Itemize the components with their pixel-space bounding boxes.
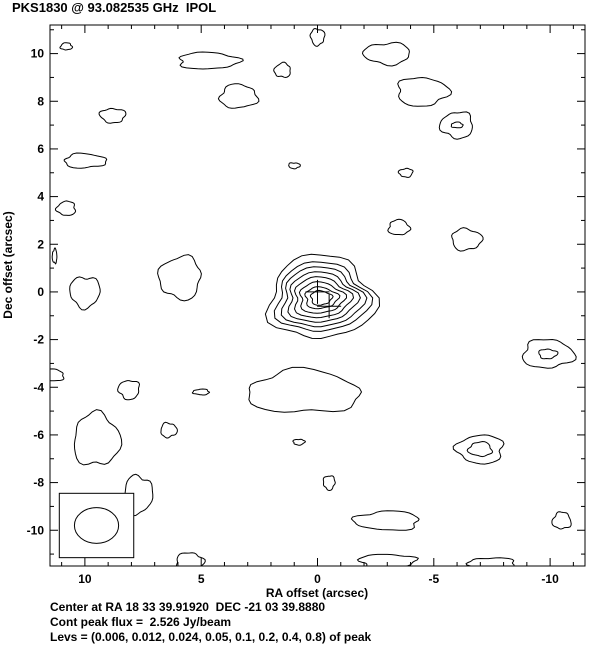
y-tick-label: -2: [33, 333, 44, 347]
noise-contour: [59, 42, 74, 51]
noise-contour: [248, 366, 363, 413]
source-contour: [304, 286, 341, 310]
noise-contour: [69, 276, 101, 311]
beam-inset: [58, 492, 135, 559]
noise-contour: [63, 152, 108, 169]
noise-contour: [157, 254, 202, 302]
noise-contour: [356, 553, 420, 566]
noise-contour: [178, 51, 244, 70]
beam-ellipse: [73, 507, 120, 544]
x-tick-label: 5: [198, 572, 205, 586]
noise-contour: [175, 552, 206, 566]
noise-contour: [51, 247, 58, 265]
x-tick-label: -5: [428, 572, 439, 586]
noise-contour: [54, 200, 77, 216]
noise-contour: [397, 76, 453, 107]
noise-contour: [292, 438, 306, 446]
y-axis-label: Dec offset (arcsec): [1, 211, 15, 318]
noise-contour: [309, 27, 326, 47]
noise-contour: [466, 440, 494, 458]
source-contour: [287, 271, 361, 323]
y-tick-label: 6: [37, 142, 44, 156]
noise-contour: [50, 368, 65, 382]
noise-contour: [160, 421, 178, 439]
contour-levels: Levs = (0.006, 0.012, 0.024, 0.05, 0.1, …: [50, 630, 372, 644]
noise-contour: [387, 218, 412, 236]
noise-contour: [217, 83, 260, 109]
contour-lines: [50, 27, 577, 566]
source-markers: [305, 279, 342, 319]
noise-contour: [452, 434, 505, 465]
noise-contour: [98, 107, 127, 124]
source-contour: [264, 253, 381, 340]
noise-contour: [361, 41, 410, 67]
x-tick-label: -10: [541, 572, 559, 586]
noise-contour: [538, 348, 559, 360]
chart-title: PKS1830 @ 93.082535 GHz IPOL: [12, 0, 217, 15]
contour-plot: 10 5 0 -5 -10 10 8 6 4 2 0 -2 -4 -6 -8 -10 RA offset (a…: [1, 24, 586, 600]
noise-contour: [288, 162, 301, 170]
y-tick-label: -10: [27, 523, 45, 537]
source-contour: [309, 289, 334, 306]
noise-contour: [521, 338, 577, 369]
source-contour: [293, 276, 355, 319]
noise-contour: [551, 511, 572, 530]
x-tick-label: 10: [78, 572, 92, 586]
x-tick-label: 0: [314, 572, 321, 586]
noise-contour: [191, 388, 211, 396]
y-tick-label: 0: [37, 285, 44, 299]
center-coordinates: Center at RA 18 33 39.91920 DEC -21 03 3…: [50, 600, 326, 614]
y-tick-label: -4: [33, 380, 44, 394]
source-contour: [298, 281, 348, 314]
y-tick-label: -8: [33, 476, 44, 490]
noise-contour: [322, 475, 336, 492]
y-tick-label: 2: [37, 237, 44, 251]
peak-flux: Cont peak flux = 2.526 Jy/beam: [50, 615, 232, 629]
noise-contour: [73, 409, 123, 466]
noise-contour: [451, 227, 484, 252]
source-contour: [273, 261, 374, 332]
source-contour: [280, 266, 368, 328]
y-tick-label: -6: [33, 428, 44, 442]
noise-contour: [450, 121, 464, 129]
y-tick-label: 8: [37, 94, 44, 108]
noise-contour: [350, 510, 420, 531]
noise-contour: [117, 380, 141, 401]
noise-contour: [465, 557, 515, 566]
beam-box: [58, 492, 135, 559]
noise-contour: [273, 61, 291, 79]
y-tick-label: 10: [31, 47, 45, 61]
y-tick-label: 4: [37, 190, 44, 204]
noise-contour: [438, 111, 473, 140]
noise-contour: [397, 167, 414, 178]
axis-ticks: 10 5 0 -5 -10 10 8 6 4 2 0 -2 -4 -6 -8 -10: [27, 25, 585, 586]
x-axis-label: RA offset (arcsec): [266, 586, 368, 600]
